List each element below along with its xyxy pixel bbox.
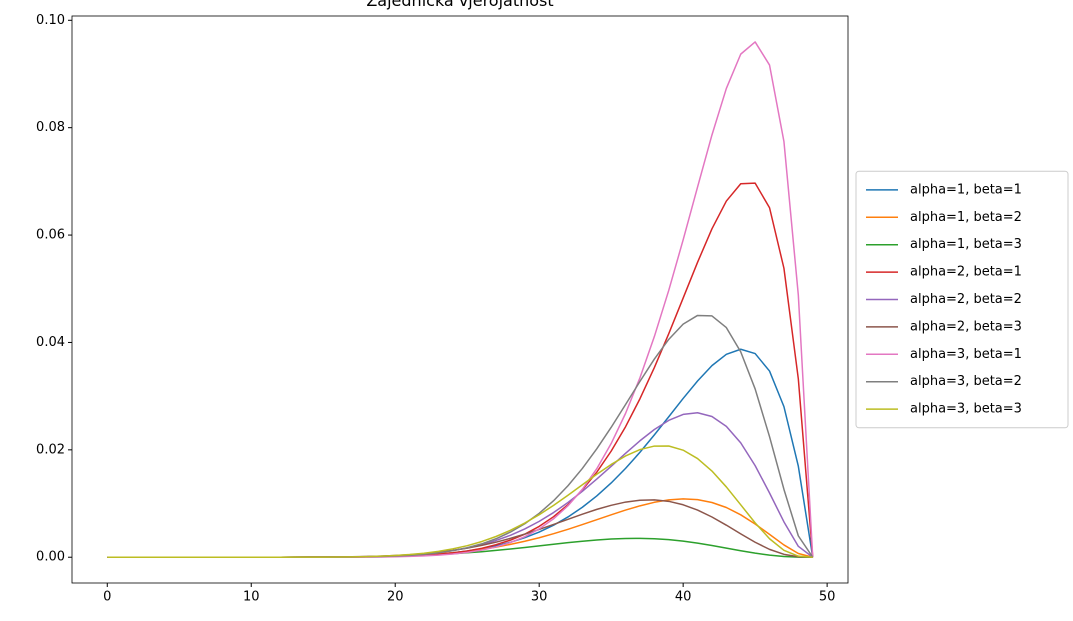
chart-title: Zajednička vjerojatnost [366, 0, 553, 10]
legend-label: alpha=3, beta=2 [910, 374, 1022, 389]
legend-label: alpha=3, beta=1 [910, 347, 1022, 362]
legend-label: alpha=1, beta=1 [910, 182, 1022, 197]
series-line [107, 411, 814, 558]
y-tick-label: 0.08 [36, 120, 65, 135]
y-tick-label: 0.10 [36, 13, 65, 28]
series-line [107, 41, 814, 558]
legend-label: alpha=1, beta=3 [910, 237, 1022, 252]
series-line [107, 445, 813, 558]
x-tick-label: 20 [387, 590, 404, 605]
y-tick-label: 0.02 [36, 442, 65, 457]
legend-label: alpha=2, beta=3 [910, 319, 1022, 334]
legend: alpha=1, beta=1 alpha=1, beta=2 alpha=1, b… [855, 170, 1069, 429]
legend-label: alpha=1, beta=2 [910, 210, 1022, 225]
legend-label: alpha=2, beta=2 [910, 292, 1022, 307]
series-line [107, 348, 814, 558]
x-tick-label: 50 [819, 590, 836, 605]
plot-frame [71, 15, 849, 584]
legend-label: alpha=3, beta=3 [910, 402, 1022, 417]
legend-label: alpha=2, beta=1 [910, 265, 1022, 280]
legend-box [855, 170, 1069, 429]
y-tick-label: 0.04 [36, 335, 65, 350]
x-tick-label: 40 [675, 590, 692, 605]
y-tick-label: 0.06 [36, 228, 65, 243]
x-tick-label: 0 [103, 590, 111, 605]
x-tick-label: 30 [531, 590, 548, 605]
x-tick-label: 10 [243, 590, 260, 605]
y-tick-label: 0.00 [36, 550, 65, 565]
series-line [107, 314, 814, 558]
